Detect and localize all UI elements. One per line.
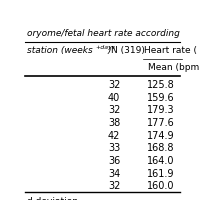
Text: 161.9: 161.9 [147, 169, 174, 179]
Text: Heart rate (: Heart rate ( [144, 46, 197, 55]
Text: oryome/fetal heart rate according to ges: oryome/fetal heart rate according to ges [27, 29, 200, 38]
Text: 160.0: 160.0 [147, 181, 174, 191]
Text: 177.6: 177.6 [147, 118, 174, 128]
Text: 32: 32 [108, 80, 120, 90]
Text: +days: +days [96, 45, 116, 50]
Text: d deviation: d deviation [27, 197, 78, 200]
Text: 32: 32 [108, 181, 120, 191]
Text: 42: 42 [108, 131, 120, 141]
Text: 40: 40 [108, 93, 120, 103]
Text: station (weeks: station (weeks [27, 46, 92, 55]
Text: 168.8: 168.8 [147, 143, 174, 153]
Text: 125.8: 125.8 [147, 80, 174, 90]
Text: Mean (bpm: Mean (bpm [148, 62, 199, 72]
Text: 164.0: 164.0 [147, 156, 174, 166]
Text: 32: 32 [108, 105, 120, 115]
Text: 33: 33 [108, 143, 120, 153]
Text: 34: 34 [108, 169, 120, 179]
Text: N (319): N (319) [111, 46, 145, 55]
Text: ): ) [108, 46, 111, 55]
Text: 38: 38 [108, 118, 120, 128]
Text: 36: 36 [108, 156, 120, 166]
Text: 179.3: 179.3 [147, 105, 174, 115]
Text: 159.6: 159.6 [147, 93, 174, 103]
Text: 174.9: 174.9 [147, 131, 174, 141]
